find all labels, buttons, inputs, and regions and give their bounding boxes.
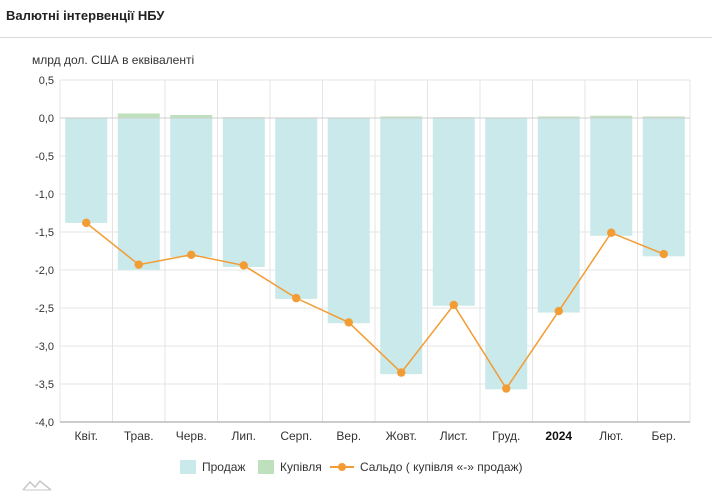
balance-point[interactable] — [607, 228, 616, 237]
chart-title: Валютні інтервенції НБУ — [6, 8, 165, 23]
balance-line — [85, 222, 665, 390]
chart-legend: Продаж Купівля Сальдо ( купівля «-» прод… — [0, 457, 712, 477]
balance-point[interactable] — [449, 300, 458, 310]
x-tick-label: Груд. — [492, 429, 520, 443]
bar-sales[interactable] — [222, 118, 265, 267]
y-axis-unit-label: млрд дол. США в еквіваленті — [32, 53, 195, 67]
x-tick-label: Бер. — [651, 429, 676, 443]
balance-point[interactable] — [502, 384, 511, 393]
x-tick-label: 2024 — [545, 429, 572, 443]
x-tick-label: Вер. — [336, 429, 361, 443]
balance-point[interactable] — [134, 260, 143, 269]
bar-sales[interactable] — [380, 118, 423, 375]
bar-sales[interactable] — [590, 118, 633, 236]
bar-purchases[interactable] — [380, 116, 423, 118]
bar-purchases[interactable] — [537, 116, 580, 118]
balance-point[interactable] — [82, 218, 91, 228]
bar-sales[interactable] — [432, 118, 475, 306]
balance-point[interactable] — [397, 368, 406, 377]
bar-sales[interactable] — [65, 118, 108, 223]
x-tick-label: Серп. — [280, 429, 312, 443]
x-tick-label: Трав. — [124, 429, 154, 443]
y-tick-label: -1,5 — [35, 227, 54, 239]
bar-sales[interactable] — [117, 118, 160, 270]
title-bar: Валютні інтервенції НБУ — [0, 0, 712, 38]
y-tick-label: -1,0 — [35, 189, 54, 201]
bar-sales[interactable] — [537, 118, 580, 313]
bar-sales[interactable] — [642, 118, 685, 257]
y-tick-label: -4,0 — [35, 417, 54, 429]
balance-point[interactable] — [239, 261, 248, 270]
legend-swatch-purchases — [258, 460, 274, 474]
legend-item-balance[interactable]: Сальдо ( купівля «-» продаж) — [330, 457, 523, 477]
bar-purchases[interactable] — [642, 116, 685, 118]
bar-purchases[interactable] — [117, 113, 160, 118]
bar-sales[interactable] — [485, 118, 528, 390]
y-tick-label: -3,0 — [35, 341, 54, 353]
y-tick-label: -3,5 — [35, 379, 54, 391]
x-tick-label: Лип. — [232, 429, 256, 443]
balance-point[interactable] — [187, 250, 196, 259]
legend-label-sales: Продаж — [202, 460, 246, 474]
x-tick-label: Черв. — [176, 429, 207, 443]
bar-sales[interactable] — [170, 118, 213, 258]
balance-point[interactable] — [344, 318, 353, 327]
y-tick-label: 0,0 — [39, 113, 54, 125]
balance-point[interactable] — [554, 306, 563, 316]
y-tick-label: -2,0 — [35, 265, 54, 277]
legend-label-purchases: Купівля — [280, 460, 322, 474]
x-tick-label: Жовт. — [386, 429, 417, 443]
bar-purchases[interactable] — [590, 115, 633, 118]
y-tick-label: -2,5 — [35, 303, 54, 315]
legend-item-sales[interactable]: Продаж — [180, 457, 245, 477]
balance-point[interactable] — [292, 293, 301, 303]
y-tick-label: 0,5 — [39, 75, 54, 87]
legend-label-balance: Сальдо ( купівля «-» продаж) — [360, 460, 523, 474]
x-tick-label: Квіт. — [74, 429, 98, 443]
x-tick-label: Лют. — [599, 429, 623, 443]
x-tick-label: Лист. — [440, 429, 468, 443]
chart-plot: 0,5 0,0 -0,5 -1,0 -1,5 -2,0 -2,5 -3,0 -3,5 -4,0 Кв… — [35, 75, 691, 443]
legend-swatch-sales — [180, 460, 196, 474]
bar-sales[interactable] — [275, 118, 318, 299]
y-tick-label: -0,5 — [35, 151, 54, 163]
bar-purchases[interactable] — [170, 114, 213, 118]
legend-swatch-balance — [330, 460, 354, 474]
bar-sales[interactable] — [327, 118, 370, 324]
mountain-logo-icon — [22, 479, 52, 491]
balance-point[interactable] — [659, 249, 668, 259]
legend-item-purchases[interactable]: Купівля — [258, 457, 322, 477]
